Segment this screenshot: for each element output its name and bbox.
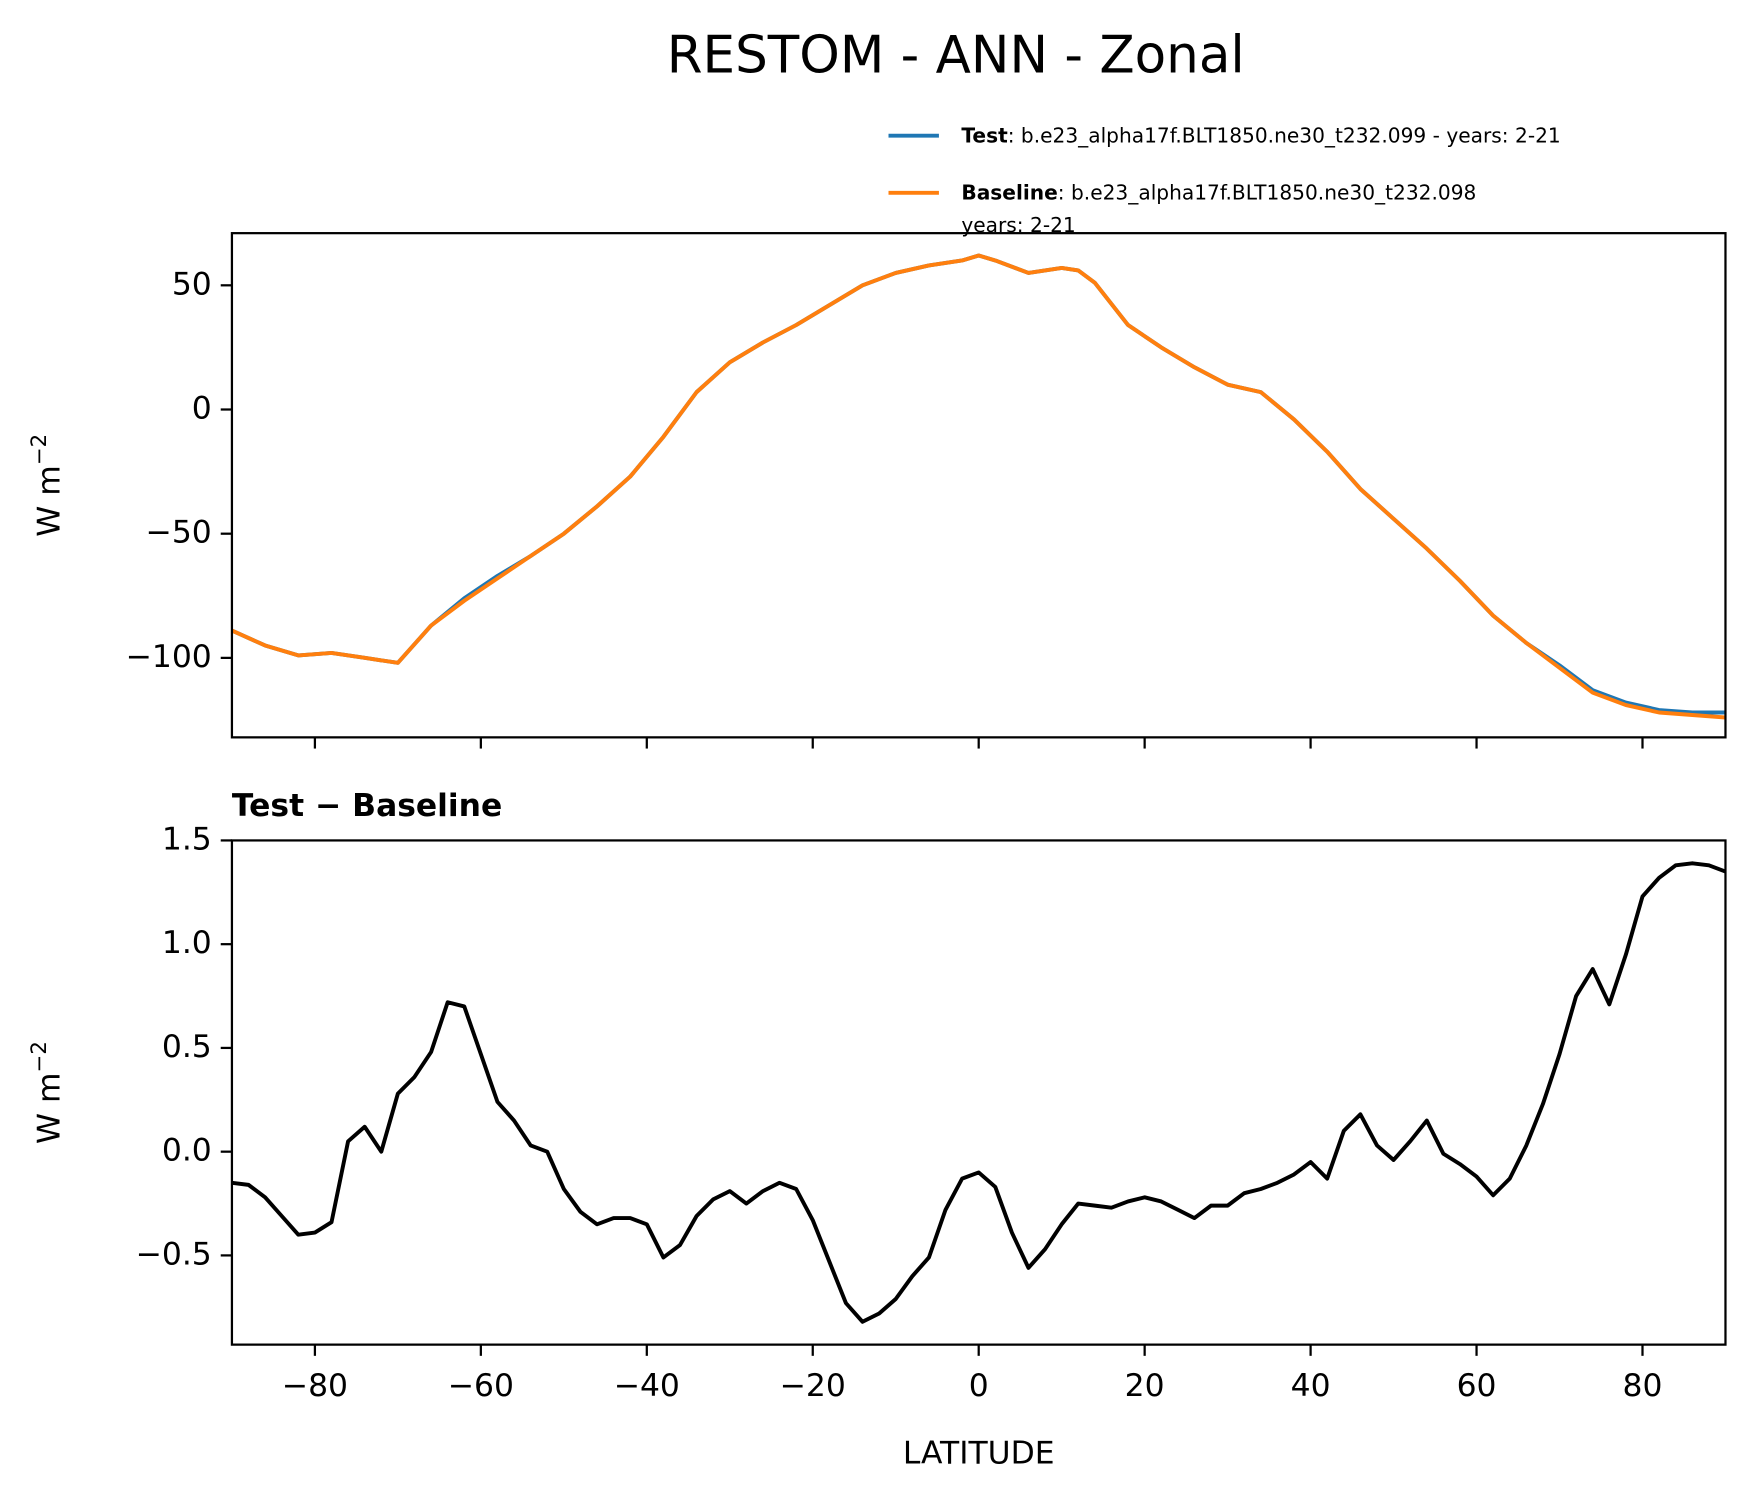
x-tick-label: 80 [1623, 1368, 1663, 1404]
y-tick-label: −100 [126, 639, 212, 675]
x-tick-label: 20 [1125, 1368, 1165, 1404]
x-tick-label: 60 [1457, 1368, 1497, 1404]
data-line [231, 861, 1726, 1324]
figure-title: RESTOM - ANN - Zonal [667, 25, 1245, 85]
x-tick-label: −20 [780, 1368, 846, 1404]
legend-text: years: 2-21 [961, 213, 1075, 237]
legend-label: Test: b.e23_alpha17f.BLT1850.ne30_t232.0… [961, 123, 1560, 147]
legend-name: Test [961, 123, 1008, 147]
y-tick-label: −0.5 [136, 1236, 212, 1272]
data-line [231, 253, 1726, 715]
y-tick-label: 1.5 [162, 821, 212, 857]
x-tick-label: −60 [448, 1368, 514, 1404]
legend-text: : b.e23_alpha17f.BLT1850.ne30_t232.099 -… [1008, 123, 1561, 147]
y-axis-label: W m−2 [27, 434, 67, 537]
y-tick-label: 0.5 [162, 1029, 212, 1065]
x-tick-label: −40 [614, 1368, 680, 1404]
y-axis-label-base: W m [31, 1072, 67, 1144]
y-tick-label: 0.0 [162, 1133, 212, 1169]
data-line [231, 253, 1726, 720]
legend-name: Baseline [961, 181, 1057, 205]
plot-frame [230, 839, 1727, 1346]
x-tick-label: 40 [1291, 1368, 1331, 1404]
x-tick-label: −80 [282, 1368, 348, 1404]
panel-title: Test − Baseline [232, 788, 502, 824]
y-tick-label: 1.0 [162, 925, 212, 961]
plot-frame [230, 232, 1727, 739]
y-axis-label-base: W m [31, 465, 67, 537]
y-tick-label: 50 [172, 266, 212, 302]
y-axis-label-exponent: −2 [27, 434, 52, 465]
y-tick-label: −50 [146, 515, 212, 551]
x-tick-label: 0 [969, 1368, 989, 1404]
legend-text: : b.e23_alpha17f.BLT1850.ne30_t232.098 [1058, 181, 1477, 205]
legend-label: Baseline: b.e23_alpha17f.BLT1850.ne30_t2… [961, 181, 1476, 237]
y-axis-label: W m−2 [27, 1041, 67, 1144]
y-axis-label-exponent: −2 [27, 1041, 52, 1072]
y-tick-label: 0 [192, 391, 212, 427]
x-axis-label: LATITUDE [903, 1435, 1055, 1471]
